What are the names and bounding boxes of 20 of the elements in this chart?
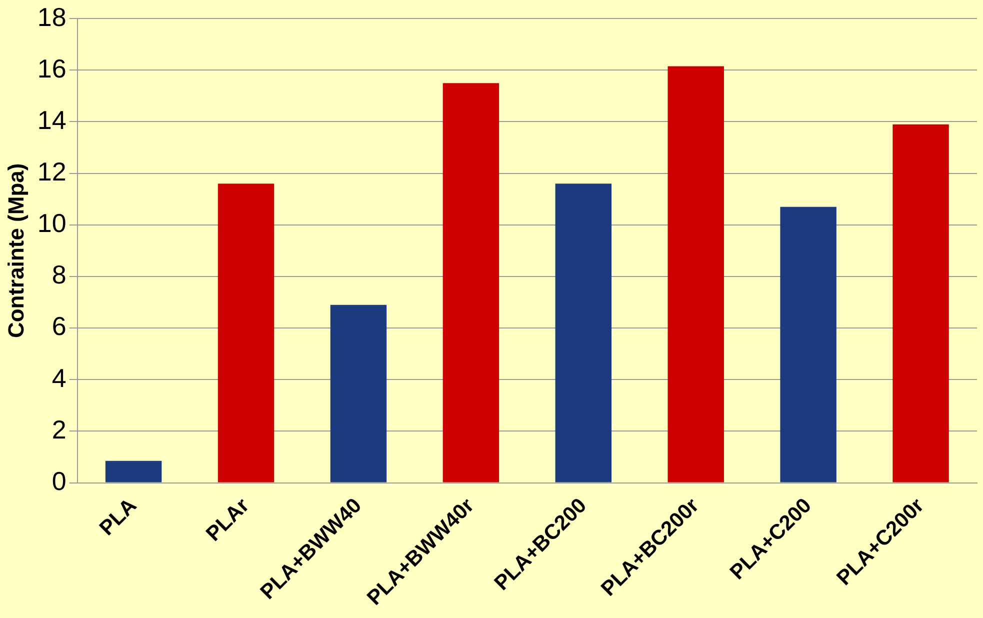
x-tick-label: PLA bbox=[95, 494, 142, 540]
bar bbox=[218, 184, 274, 482]
y-axis-title: Contrainte (Mpa) bbox=[3, 163, 28, 338]
y-tick-label: 18 bbox=[37, 2, 66, 32]
y-tick-label: 0 bbox=[52, 466, 66, 496]
y-tick-label: 12 bbox=[37, 156, 66, 186]
bar bbox=[892, 124, 949, 482]
y-tick-label: 2 bbox=[52, 414, 66, 444]
y-tick-label: 14 bbox=[37, 104, 66, 135]
y-tick-label: 6 bbox=[52, 311, 66, 342]
bar bbox=[780, 206, 836, 482]
bar bbox=[105, 460, 162, 482]
bar bbox=[668, 66, 724, 482]
bar bbox=[555, 184, 612, 482]
y-tick-label: 4 bbox=[52, 362, 66, 393]
y-tick-label: 8 bbox=[52, 260, 66, 290]
y-tick-label: 16 bbox=[37, 53, 66, 84]
bar bbox=[330, 304, 387, 482]
y-tick-label: 10 bbox=[37, 208, 66, 238]
bar bbox=[442, 83, 500, 482]
